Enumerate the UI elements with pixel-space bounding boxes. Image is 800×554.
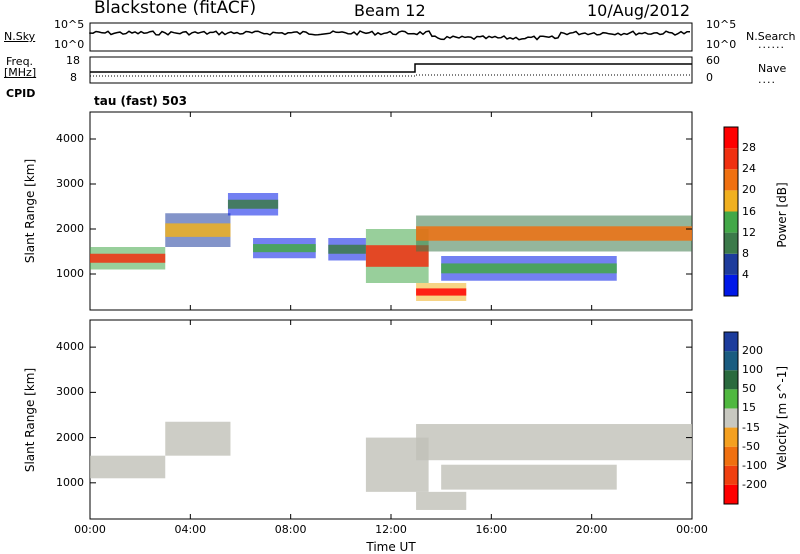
power-colorbar-swatch bbox=[724, 253, 738, 275]
nsky-tick-top: 10^5 bbox=[54, 18, 85, 31]
velocity-colorbar-tick: -100 bbox=[742, 458, 767, 472]
freq-unit: [MHz] bbox=[4, 66, 37, 79]
power-band-core-7 bbox=[416, 226, 692, 241]
y-tick-label: 2000 bbox=[56, 222, 84, 235]
power-band-core-6 bbox=[416, 288, 467, 296]
velocity-colorbar-swatch bbox=[724, 408, 738, 428]
velocity-colorbar-swatch bbox=[724, 446, 738, 466]
velocity-band-4 bbox=[416, 424, 692, 461]
velocity-colorbar-swatch bbox=[724, 427, 738, 447]
nsearch-tick-top: 10^5 bbox=[706, 18, 737, 31]
velocity-colorbar bbox=[723, 331, 739, 505]
power-colorbar-swatch bbox=[724, 211, 738, 233]
power-colorbar-tick: 4 bbox=[742, 267, 749, 281]
velocity-colorbar-tick: -200 bbox=[742, 477, 767, 491]
y-tick-label: 1000 bbox=[56, 267, 84, 280]
x-tick-label: 20:00 bbox=[575, 523, 608, 536]
velocity-colorbar-swatch bbox=[724, 389, 738, 409]
y-tick-label: 1000 bbox=[56, 475, 84, 489]
power-colorbar-tick: 24 bbox=[742, 162, 756, 176]
x-tick-label: 04:00 bbox=[174, 523, 207, 536]
x-tick-label: 00:00 bbox=[74, 523, 106, 536]
x-tick-label: 16:00 bbox=[475, 523, 508, 536]
power-colorbar-swatch bbox=[724, 190, 738, 212]
x-axis-label: Time UT bbox=[366, 540, 416, 554]
freq-label: Freq. bbox=[6, 55, 34, 68]
velocity-colorbar-tick: 15 bbox=[742, 401, 756, 415]
power-colorbar-frame bbox=[723, 126, 739, 297]
power-marks bbox=[90, 193, 692, 301]
y-tick-label: 2000 bbox=[56, 430, 84, 444]
nave-label: Nave bbox=[758, 62, 787, 75]
nsky-label: N.Sky bbox=[4, 30, 36, 43]
velocity-colorbar-tick: 50 bbox=[742, 382, 756, 396]
power-band-core-3 bbox=[253, 244, 316, 253]
velocity-colorbar-tick: -15 bbox=[742, 420, 760, 434]
beam-title: Beam 12 bbox=[354, 1, 426, 20]
power-colorbar-tick: 28 bbox=[742, 141, 756, 155]
date-title: 10/Aug/2012 bbox=[587, 1, 691, 20]
power-colorbar-tick: 8 bbox=[742, 246, 749, 260]
velocity-colorbar-swatch bbox=[724, 351, 738, 371]
power-colorbar-swatch bbox=[724, 274, 738, 296]
velocity-colorbar-swatch bbox=[724, 370, 738, 390]
velocity-colorbar-swatch bbox=[724, 484, 738, 504]
power-ylabel: Slant Range [km] bbox=[23, 158, 37, 264]
power-colorbar-tick: 20 bbox=[742, 183, 756, 197]
nave-tick-bottom: 0 bbox=[706, 71, 713, 84]
power-colorbar-swatch bbox=[724, 127, 738, 149]
power-colorbar-label: Power [dB] bbox=[775, 182, 789, 248]
freq-panel bbox=[89, 56, 693, 84]
velocity-colorbar-label: Velocity [m s^-1] bbox=[775, 365, 789, 471]
power-band-core-5 bbox=[365, 245, 429, 267]
y-tick-label: 3000 bbox=[56, 177, 84, 190]
power-band-core-8 bbox=[441, 263, 617, 274]
freq-trace bbox=[90, 63, 692, 73]
nsearch-tick-bottom: 10^0 bbox=[706, 38, 737, 51]
power-colorbar bbox=[723, 126, 739, 297]
velocity-colorbar-tick: 200 bbox=[742, 344, 763, 358]
x-tick-label: 00:00 bbox=[676, 523, 708, 536]
velocity-band-5 bbox=[441, 464, 617, 490]
nsky-trace bbox=[89, 30, 691, 41]
power-band-core-4 bbox=[328, 244, 366, 254]
freq-tick-bottom: 8 bbox=[70, 71, 77, 84]
velocity-colorbar-swatch bbox=[724, 332, 738, 352]
velocity-colorbar-swatch bbox=[724, 465, 738, 485]
velocity-colorbar-tick: -50 bbox=[742, 439, 760, 453]
velocity-band-1 bbox=[165, 421, 231, 456]
nave-legend-dots: .... bbox=[758, 73, 776, 86]
axis-ticks bbox=[89, 112, 693, 519]
nave-tick-top: 60 bbox=[706, 54, 720, 67]
nsky-panel bbox=[89, 22, 693, 52]
nsky-tick-bottom: 10^0 bbox=[54, 38, 85, 51]
power-colorbar-tick: 16 bbox=[742, 204, 756, 218]
velocity-colorbar-tick: 100 bbox=[742, 363, 763, 377]
freq-tick-top: 18 bbox=[66, 54, 80, 67]
power-colorbar-tick: 12 bbox=[742, 225, 756, 239]
nsearch-label: N.Search bbox=[746, 30, 796, 43]
velocity-colorbar-frame bbox=[723, 331, 739, 505]
cpid-value: tau (fast) 503 bbox=[94, 94, 187, 108]
power-band-core-0 bbox=[90, 253, 166, 263]
power-band-core-1 bbox=[165, 223, 231, 237]
power-colorbar-swatch bbox=[724, 232, 738, 254]
velocity-band-0 bbox=[90, 455, 166, 479]
velocity-band-3 bbox=[416, 491, 467, 510]
y-tick-label: 4000 bbox=[56, 132, 84, 145]
x-tick-label: 08:00 bbox=[274, 523, 307, 536]
cpid-label: CPID bbox=[6, 87, 36, 100]
power-band-core-2 bbox=[227, 199, 279, 209]
y-tick-label: 4000 bbox=[56, 340, 84, 354]
power-colorbar-swatch bbox=[724, 148, 738, 170]
power-colorbar-swatch bbox=[724, 169, 738, 191]
velocity-ylabel: Slant Range [km] bbox=[23, 367, 37, 473]
x-tick-label: 12:00 bbox=[375, 523, 407, 536]
nsearch-legend-dots: ...... bbox=[758, 38, 785, 51]
velocity-marks bbox=[90, 421, 692, 510]
station-title: Blackstone (fitACF) bbox=[94, 0, 257, 18]
y-tick-label: 3000 bbox=[56, 385, 84, 399]
nave-trace bbox=[90, 74, 692, 77]
